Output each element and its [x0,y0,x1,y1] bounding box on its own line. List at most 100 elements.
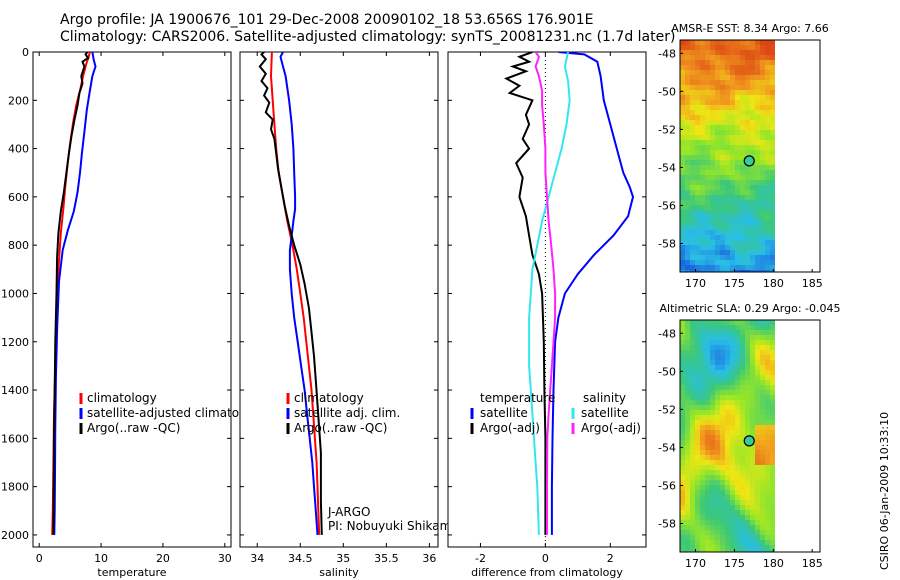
sla-map-cell [720,370,725,375]
sla-map-cell [710,385,715,390]
sla-map-cell [715,540,720,545]
sla-map-cell [725,530,730,535]
sst-map-cell [710,115,715,120]
sla-map-cell [745,380,750,385]
sst-map-cell [730,155,735,160]
salinity-annotation: J-ARGO [327,505,370,519]
sst-map-cell [710,255,715,260]
sst-map-cell [700,65,705,70]
sst-map-cell [735,220,740,225]
sst-map-cell [725,145,730,150]
sst-map-cell [735,250,740,255]
sla-map-cell [710,515,715,520]
sla-map-cell [695,485,700,490]
sst-map-cell [765,60,770,65]
sst-map-cell [710,45,715,50]
sst-map-cell [720,150,725,155]
sla-map-cell [740,325,745,330]
sst-map-cell [730,220,735,225]
sla-map-cell [695,335,700,340]
sla-map-cell [685,420,690,425]
sla-map-cell [705,390,710,395]
sst-map-cell [705,225,710,230]
sst-map-cell [700,105,705,110]
sst-map-cell [730,150,735,155]
sst-map-cell [710,265,715,270]
sst-map-cell [765,115,770,120]
sla-map-cell [710,530,715,535]
sst-map-cell [710,185,715,190]
sla-map-cell [705,370,710,375]
sla-map-cell [685,325,690,330]
sst-map-cell [710,145,715,150]
sla-map-cell [685,425,690,430]
sst-map-cell [710,75,715,80]
sst-map-cell [710,245,715,250]
sla-map-cell [705,320,710,325]
sla-map-cell [705,530,710,535]
sst-map-cell [745,260,750,265]
sla-map-cell [730,395,735,400]
sla-map-cell [710,445,715,450]
sst-map-cell [725,205,730,210]
sla-map-cell [695,525,700,530]
sst-map-cell [680,240,685,245]
sst-map-cell [770,40,775,45]
sla-map-cell [700,515,705,520]
depth-tick-label: 2000 [1,529,29,542]
sst-map-cell [715,210,720,215]
sla-map-cell [730,550,735,552]
sst-map-cell [750,45,755,50]
sla-map-cell [700,395,705,400]
sst-map-cell [770,185,775,190]
sst-map-cell [755,170,760,175]
salinity-series-group [258,52,323,535]
sla-map-cell [730,545,735,550]
sst-map-cell [720,80,725,85]
sst-map-cell [710,110,715,115]
sla-map-cell [740,415,745,420]
sst-map-cell [695,200,700,205]
sla-map-cell [765,380,770,385]
sla-map-cell [720,415,725,420]
sla-map-cell [740,410,745,415]
sla-map-cell [735,345,740,350]
sst-map-cell [730,65,735,70]
sla-map-cell [680,535,685,540]
sst-map-cell [735,185,740,190]
sst-map-cell [745,70,750,75]
sla-map-cell [745,450,750,455]
sla-map-cell [740,365,745,370]
sst-map-cell [735,195,740,200]
sla-map-cell [750,510,755,515]
sla-map-cell [740,385,745,390]
sst-map-cell [760,190,765,195]
sla-map-cell [715,340,720,345]
sla-map-cell [705,485,710,490]
sst-map-cell [720,165,725,170]
sst-map-cell [750,225,755,230]
sla-map-cell [715,440,720,445]
sla-map-cell [710,375,715,380]
sst-map-cell [740,170,745,175]
sst-map-cell [765,130,770,135]
temperature-legend-label: climatology [87,391,157,405]
sla-map-cell [745,455,750,460]
sla-map-cell [685,525,690,530]
sla-map-cell [750,520,755,525]
sla-map-cell [695,520,700,525]
sla-map-cell [760,540,765,545]
sst-map-cell [770,65,775,70]
sst-map-cell [765,240,770,245]
sla-map-cell [760,320,765,325]
sst-map-cell [750,125,755,130]
sla-map-cell [725,440,730,445]
sst-map-cell [740,225,745,230]
sst-map-cell [745,190,750,195]
sst-map-cell [720,65,725,70]
sla-map-cell [770,420,775,425]
sla-map-cell [715,460,720,465]
sla-map-cell [715,445,720,450]
sla-map-cell [685,375,690,380]
sla-map-cell [690,425,695,430]
